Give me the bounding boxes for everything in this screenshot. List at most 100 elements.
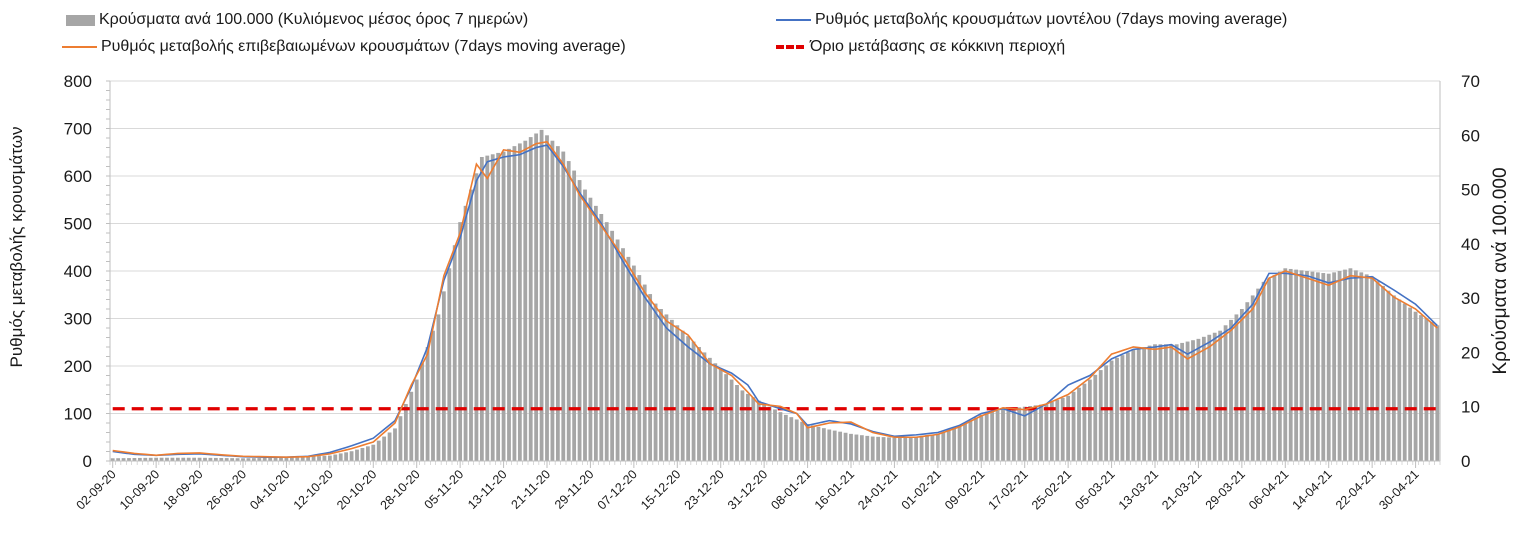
bar (327, 455, 332, 461)
bar (1332, 272, 1337, 461)
y-left-tick-label: 500 (64, 215, 92, 234)
y-left-tick-label: 700 (64, 120, 92, 139)
bar (1180, 342, 1185, 461)
bar (393, 428, 397, 461)
bar (1326, 273, 1331, 461)
bar (1060, 397, 1065, 461)
bar (550, 140, 555, 461)
bar (279, 457, 283, 461)
bar (1028, 406, 1033, 461)
bar (1348, 268, 1353, 461)
bar (431, 330, 435, 461)
legend-threshold-label: Όριο μετάβασης σε κόκκινη περιοχή (810, 38, 1066, 55)
bar (1337, 271, 1342, 461)
bar (773, 409, 777, 461)
bar (984, 413, 989, 461)
bar (973, 417, 978, 461)
bar (957, 425, 962, 461)
bar (246, 458, 251, 461)
bar (300, 456, 305, 461)
bar (854, 434, 859, 461)
bar (1277, 271, 1282, 461)
bar (735, 385, 739, 461)
bar (349, 451, 354, 461)
bar (713, 363, 718, 461)
bar (463, 205, 468, 461)
bar (593, 205, 598, 461)
bar (1429, 321, 1434, 461)
bar (414, 379, 419, 461)
y-right-tick-label: 0 (1461, 452, 1470, 471)
bar (919, 435, 924, 461)
bar (838, 431, 843, 461)
bar (859, 435, 864, 461)
bar (148, 457, 153, 461)
bar (1001, 409, 1005, 461)
x-axis-labels: 02-09-2010-09-2018-09-2026-09-2004-10-20… (74, 461, 1422, 513)
bar (1115, 357, 1119, 461)
bar (203, 457, 207, 461)
bar (1245, 302, 1250, 461)
x-tick-label: 02-09-20 (74, 467, 119, 512)
bar (170, 457, 175, 461)
bar (458, 222, 463, 461)
bar (1419, 315, 1423, 461)
bar (1153, 344, 1157, 461)
bar (382, 436, 387, 461)
bar (930, 434, 935, 461)
bar (697, 347, 701, 461)
bar (485, 155, 490, 461)
bar (452, 245, 457, 461)
bar (132, 458, 137, 461)
bar (887, 437, 891, 461)
bar (1077, 387, 1081, 461)
bar (469, 189, 473, 461)
bar (767, 406, 772, 461)
bar (1109, 360, 1114, 461)
bar (447, 268, 452, 461)
bar (843, 432, 848, 461)
bar (963, 423, 967, 461)
bar (1131, 349, 1136, 461)
bar (1087, 379, 1092, 461)
bar (1185, 341, 1190, 461)
bar (338, 453, 343, 461)
bar (849, 433, 853, 461)
y-left-tick-label: 0 (83, 452, 92, 471)
legend-bars: Κρούσματα ανά 100.000 (Κυλιόμενος μέσος … (66, 11, 528, 29)
bar (474, 173, 479, 462)
bar (1408, 307, 1413, 461)
bar (376, 440, 381, 461)
y-right-tick-label: 50 (1461, 181, 1480, 200)
bar (1071, 391, 1076, 461)
bar (979, 414, 984, 461)
bar (599, 214, 604, 461)
bar (745, 393, 750, 461)
bar (545, 135, 549, 462)
x-tick-label: 24-01-21 (855, 467, 900, 512)
bar (946, 429, 951, 461)
y-right-tick-label: 10 (1461, 398, 1480, 417)
bar (1044, 404, 1049, 461)
bar (675, 325, 680, 461)
bar (561, 151, 566, 461)
bar (865, 435, 870, 461)
legend-threshold-swatch (776, 45, 804, 49)
bar (740, 390, 745, 461)
bar (501, 151, 506, 461)
bar (1066, 395, 1071, 461)
bar (762, 404, 767, 461)
bar (523, 140, 528, 461)
bar (1283, 268, 1288, 461)
bar (680, 330, 685, 461)
bar (1305, 271, 1309, 461)
bar (1239, 309, 1244, 461)
bar (968, 420, 973, 461)
bar (322, 455, 327, 461)
bar (213, 457, 218, 461)
legend-confirmed-swatch (62, 46, 97, 48)
bar (192, 457, 197, 461)
bar (990, 412, 995, 461)
bar (1191, 340, 1195, 461)
bar (1229, 319, 1233, 461)
